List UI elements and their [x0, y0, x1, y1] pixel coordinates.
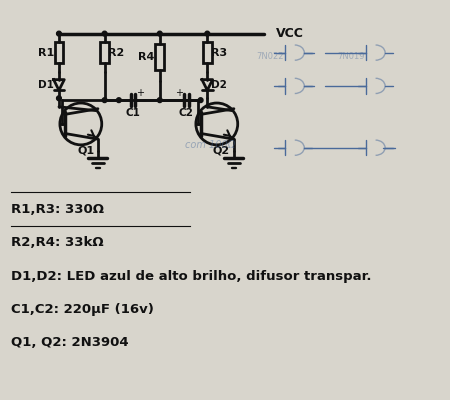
- Text: C1: C1: [126, 108, 140, 118]
- Bar: [155, 44, 164, 70]
- Text: +: +: [175, 88, 183, 98]
- Text: Q1: Q1: [77, 146, 94, 156]
- Text: +: +: [136, 88, 144, 98]
- Circle shape: [102, 31, 107, 36]
- Text: R2: R2: [108, 48, 124, 58]
- Text: R1,R3: 330Ω: R1,R3: 330Ω: [11, 203, 104, 216]
- Text: com 100Ω: com 100Ω: [185, 140, 236, 150]
- Circle shape: [158, 98, 162, 102]
- Circle shape: [158, 31, 162, 36]
- Circle shape: [198, 98, 203, 102]
- Text: D1: D1: [38, 80, 54, 90]
- Text: R3: R3: [211, 48, 227, 58]
- Text: D2: D2: [211, 80, 227, 90]
- Text: R4: R4: [138, 52, 155, 62]
- Text: 7N022: 7N022: [257, 52, 284, 61]
- Circle shape: [205, 31, 210, 36]
- Circle shape: [57, 31, 61, 36]
- Text: R1: R1: [37, 48, 54, 58]
- Text: C1,C2: 220μF (16v): C1,C2: 220μF (16v): [11, 303, 154, 316]
- Circle shape: [102, 98, 107, 102]
- Circle shape: [57, 96, 61, 101]
- Bar: [203, 42, 212, 63]
- Text: 7N019: 7N019: [338, 52, 365, 61]
- Text: Q2: Q2: [213, 146, 230, 156]
- Text: D1,D2: LED azul de alto brilho, difusor transpar.: D1,D2: LED azul de alto brilho, difusor …: [11, 270, 372, 282]
- Circle shape: [117, 98, 121, 102]
- Text: VCC: VCC: [276, 27, 304, 40]
- Text: Q1, Q2: 2N3904: Q1, Q2: 2N3904: [11, 336, 129, 349]
- Bar: [54, 42, 63, 63]
- Bar: [100, 42, 109, 63]
- Text: R2,R4: 33kΩ: R2,R4: 33kΩ: [11, 236, 104, 249]
- Text: C2: C2: [179, 108, 194, 118]
